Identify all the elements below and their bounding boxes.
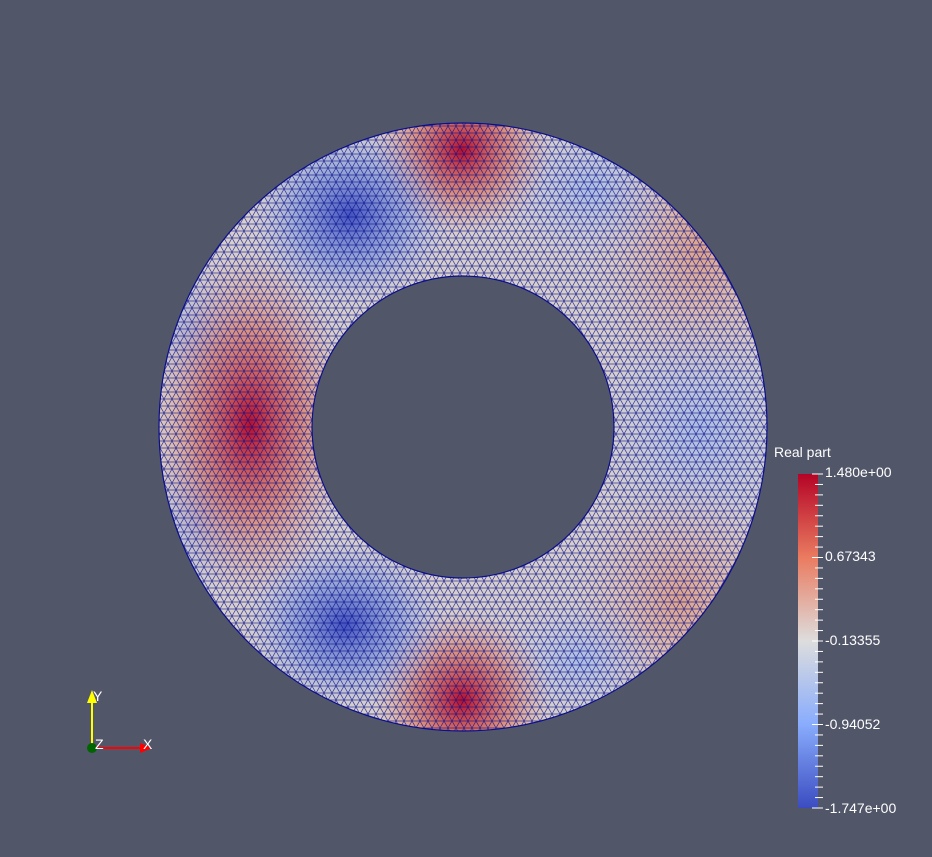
color-legend-bar bbox=[798, 473, 823, 809]
x-axis-arrow-icon bbox=[140, 743, 152, 753]
inner-boundary bbox=[311, 275, 615, 579]
z-axis-dot-icon bbox=[87, 743, 97, 753]
y-axis-arrow-icon bbox=[87, 690, 97, 703]
outer-boundary bbox=[158, 122, 768, 732]
legend-max-label: 1.480e+00 bbox=[825, 464, 892, 480]
x-axis-label: X bbox=[143, 736, 153, 752]
z-axis-label: Z bbox=[95, 736, 104, 752]
legend-label-1: 0.67343 bbox=[825, 548, 876, 564]
legend-title: Real part bbox=[774, 444, 831, 460]
legend-label-3: -0.94052 bbox=[825, 716, 881, 732]
annulus-mesh bbox=[158, 122, 768, 732]
orientation-axes bbox=[87, 690, 152, 753]
y-axis-label: Y bbox=[93, 688, 103, 704]
legend-label-2: -0.13355 bbox=[825, 632, 881, 648]
legend-min-label: -1.747e+00 bbox=[825, 800, 897, 816]
